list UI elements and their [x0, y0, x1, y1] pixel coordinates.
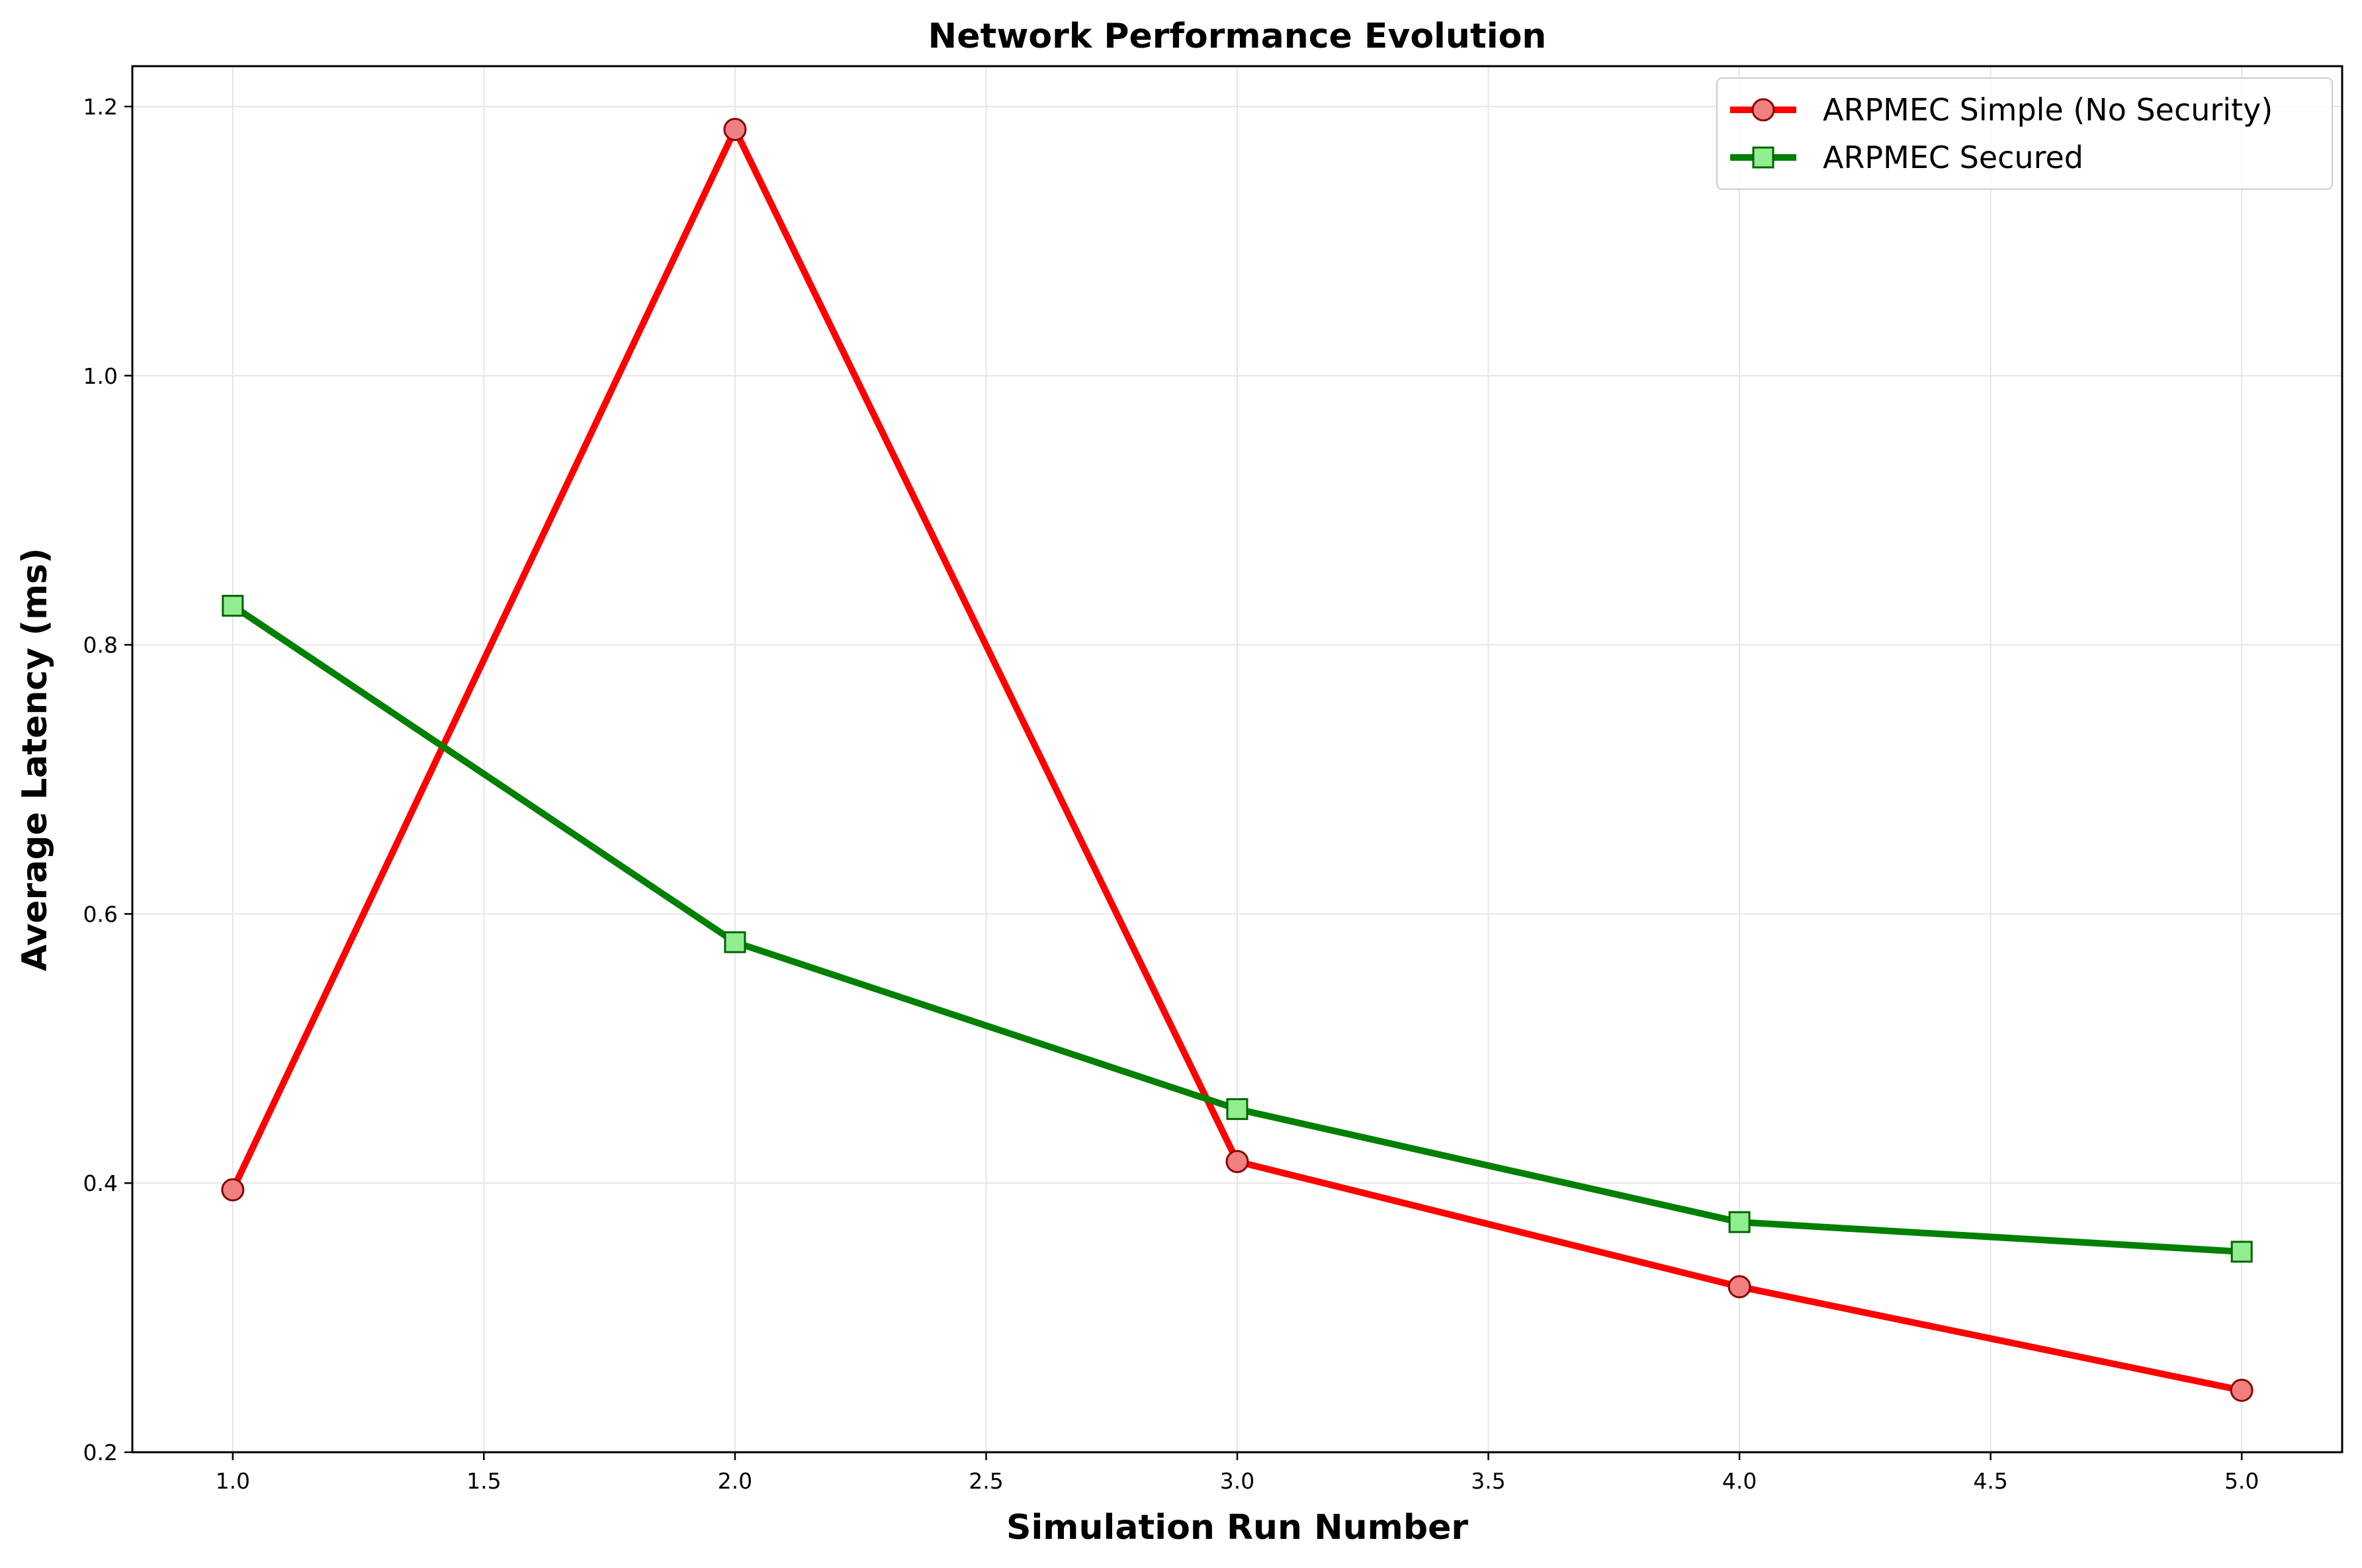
grid-lines: [132, 66, 2342, 1453]
y-tick-label: 0.8: [83, 632, 118, 658]
data-point: [222, 595, 244, 617]
data-point: [1728, 1275, 1751, 1299]
legend-label: ARPMEC Secured: [1823, 140, 2083, 175]
y-tick-label: 1.0: [83, 363, 118, 389]
x-tick-label: 4.0: [1722, 1468, 1757, 1494]
y-tick-label: 0.2: [83, 1440, 118, 1465]
legend-box: [1716, 77, 2333, 190]
legend-marker: [1752, 146, 1774, 169]
y-axis-ticks: 0.2 0.4 0.6 0.8 1.0 1.2: [83, 94, 132, 1465]
x-tick-label: 1.5: [466, 1468, 501, 1494]
data-point: [2230, 1241, 2253, 1263]
legend-marker: [1751, 98, 1775, 122]
x-tick-label: 3.0: [1220, 1468, 1254, 1494]
data-point: [221, 1178, 245, 1201]
data-point: [1728, 1211, 1751, 1233]
y-tick-label: 1.2: [83, 94, 118, 120]
x-axis-ticks: 1.0 1.5 2.0 2.5 3.0 3.5 4.0 4.5 5.0: [216, 1452, 2259, 1494]
x-tick-label: 4.5: [1973, 1468, 2007, 1494]
legend-label: ARPMEC Simple (No Security): [1823, 92, 2273, 128]
x-axis-label: Simulation Run Number: [1006, 1508, 1468, 1547]
x-tick-label: 3.5: [1471, 1468, 1505, 1494]
data-markers: [221, 118, 2253, 1402]
x-tick-label: 2.5: [969, 1468, 1003, 1494]
y-tick-label: 0.4: [83, 1170, 118, 1196]
data-point: [723, 118, 747, 142]
y-tick-label: 0.6: [83, 901, 118, 927]
data-point: [1226, 1098, 1248, 1120]
data-point: [1225, 1150, 1249, 1174]
x-tick-label: 1.0: [216, 1468, 250, 1494]
data-point: [2230, 1378, 2253, 1402]
chart-title: Network Performance Evolution: [928, 17, 1547, 56]
data-point: [724, 931, 746, 953]
legend: ARPMEC Simple (No Security) ARPMEC Secure…: [1716, 77, 2333, 190]
y-axis-label: Average Latency (ms): [15, 548, 55, 971]
x-tick-label: 5.0: [2224, 1468, 2259, 1494]
x-tick-label: 2.0: [718, 1468, 752, 1494]
